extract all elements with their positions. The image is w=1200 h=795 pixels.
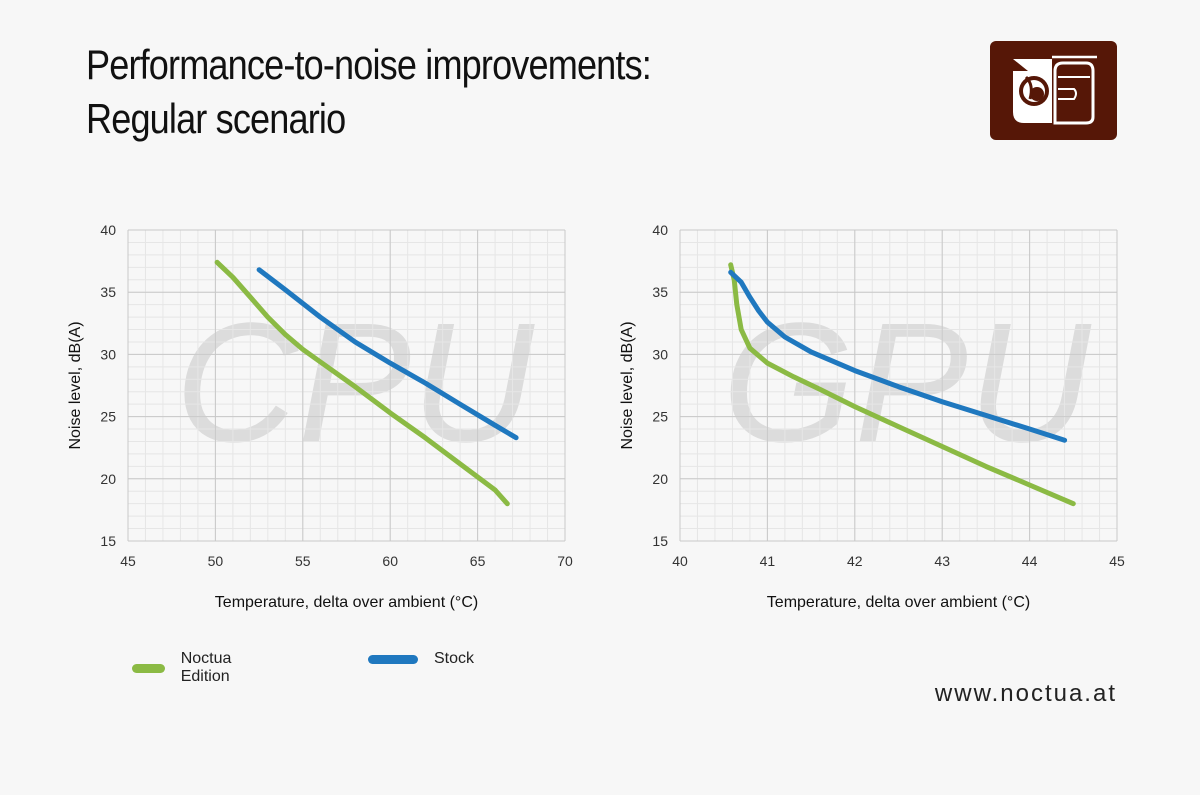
- cpu-chart: CPU 45 50 55 60 65 70 15 20 25 30 35 40 Temperature, …: [60, 200, 600, 625]
- y-tick-label: 25: [100, 409, 116, 425]
- x-tick-label: 65: [470, 553, 486, 569]
- legend-item-noctua-edition: Noctua Edition: [132, 650, 249, 686]
- title-line-1: Performance-to-noise improvements:: [86, 41, 652, 88]
- legend-label-noctua-edition: Noctua Edition: [180, 650, 232, 685]
- series-line-noctua-edition: [214, 259, 510, 507]
- x-tick-label: 70: [557, 553, 573, 569]
- legend-label-stock: Stock: [434, 650, 475, 667]
- y-tick-label: 35: [100, 284, 116, 300]
- x-tick-label: 50: [208, 553, 224, 569]
- x-tick-label: 55: [295, 553, 311, 569]
- owl-logo-graphic: [1013, 55, 1097, 125]
- x-axis-title: Temperature, delta over ambient (°C): [215, 594, 478, 611]
- y-tick-label: 30: [652, 346, 668, 362]
- y-tick-label: 15: [100, 533, 116, 549]
- series-line-stock: [256, 267, 519, 441]
- series-line-noctua-edition: [728, 262, 1076, 507]
- x-tick-label: 43: [934, 553, 950, 569]
- y-axis-title: Noise level, dB(A): [67, 321, 84, 449]
- title-line-2: Regular scenario: [86, 95, 346, 142]
- y-tick-label: 20: [100, 471, 116, 487]
- y-tick-label: 40: [100, 222, 116, 238]
- x-axis-title: Temperature, delta over ambient (°C): [767, 594, 1030, 611]
- y-tick-label: 20: [652, 471, 668, 487]
- x-tick-label: 45: [1109, 553, 1125, 569]
- y-tick-label: 35: [652, 284, 668, 300]
- noctua-owl-logo-icon: [990, 41, 1117, 140]
- footer-url: www.noctua.at: [934, 680, 1117, 707]
- gpu-chart: GPU 40 41 42 43 44 45 15 20 25 30 35 40 Temperature, …: [612, 200, 1152, 625]
- x-tick-label: 44: [1022, 553, 1038, 569]
- y-tick-label: 30: [100, 346, 116, 362]
- legend-item-stock: Stock: [368, 650, 474, 668]
- y-tick-label: 15: [652, 533, 668, 549]
- page-title: Performance-to-noise improvements: Regul…: [86, 38, 652, 146]
- legend-swatch-stock: [368, 654, 418, 664]
- x-tick-label: 40: [672, 553, 688, 569]
- series-line-stock: [728, 269, 1068, 443]
- y-tick-label: 40: [652, 222, 668, 238]
- x-tick-label: 41: [760, 553, 776, 569]
- x-tick-label: 45: [120, 553, 136, 569]
- x-tick-label: 42: [847, 553, 863, 569]
- y-axis-title: Noise level, dB(A): [619, 321, 636, 449]
- y-tick-label: 25: [652, 409, 668, 425]
- x-tick-label: 60: [382, 553, 398, 569]
- legend-swatch-noctua-edition: [132, 663, 165, 673]
